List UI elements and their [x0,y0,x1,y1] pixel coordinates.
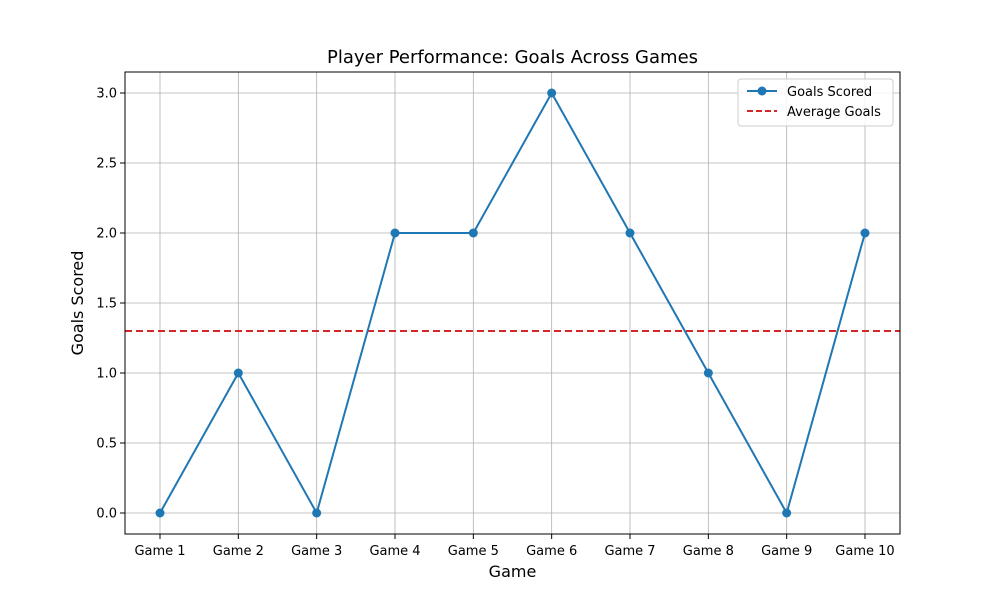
goals-data-point [703,368,713,378]
x-ticks: Game 1 Game 2 Game 3 Game 4 Game 5 Game 6 Game… [134,534,895,559]
x-tick-label: Game 7 [604,544,655,559]
y-tick-label: 0.5 [96,437,117,452]
legend-goals-label: Goals Scored [787,85,872,100]
legend-goals-marker [757,86,767,96]
goals-series-line [159,90,866,516]
y-tick-label: 0.0 [96,507,117,522]
x-tick-label: Game 3 [291,544,342,559]
y-tick-label: 2.5 [96,157,117,172]
goals-data-point [625,228,635,238]
y-axis-label: Goals Scored [68,251,87,356]
x-tick-label: Game 2 [213,544,264,559]
x-tick-label: Game 4 [369,544,420,559]
goals-data-point [155,508,165,518]
x-tick-label: Game 8 [683,544,734,559]
y-tick-label: 2.0 [96,227,117,242]
goals-data-point [547,88,557,98]
chart-title: Player Performance: Goals Across Games [327,47,698,68]
y-tick-label: 1.5 [96,297,117,312]
y-ticks: 0.0 0.5 1.0 1.5 2.0 2.5 3.0 [96,87,125,522]
goals-data-point [233,368,243,378]
series-layer [155,88,870,518]
x-tick-label: Game 10 [835,544,894,559]
x-tick-label: Game 6 [526,544,577,559]
goals-data-point [390,228,400,238]
x-tick-label: Game 5 [448,544,499,559]
y-tick-label: 3.0 [96,87,117,102]
x-tick-label: Game 1 [134,544,185,559]
x-tick-label: Game 9 [761,544,812,559]
legend-average-label: Average Goals [787,105,881,120]
grid [125,72,900,534]
x-axis-label: Game [489,562,537,581]
goals-data-point [468,228,478,238]
y-tick-label: 1.0 [96,367,117,382]
goals-data-point [782,508,792,518]
legend: Goals Scored Average Goals [737,78,894,127]
goals-data-point [860,228,870,238]
goals-data-point [312,508,322,518]
